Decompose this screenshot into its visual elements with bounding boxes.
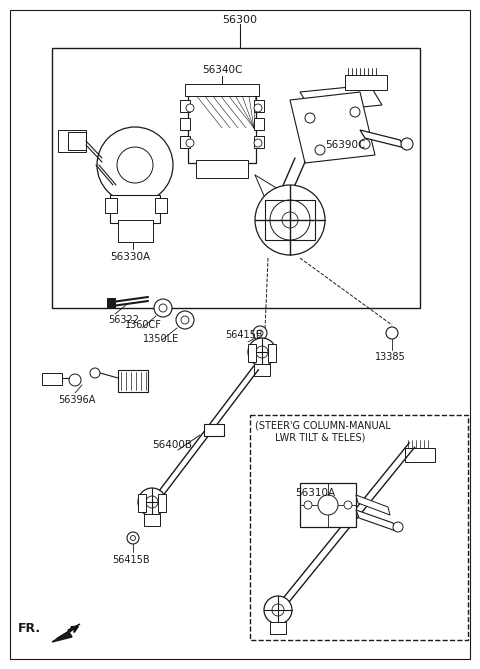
Circle shape	[318, 495, 338, 515]
Bar	[42, 373, 62, 385]
Circle shape	[69, 374, 81, 386]
Circle shape	[90, 368, 100, 378]
Polygon shape	[356, 495, 390, 515]
Bar	[107, 298, 115, 308]
Text: 56300: 56300	[223, 15, 257, 25]
Circle shape	[393, 522, 403, 532]
Bar	[345, 75, 387, 90]
Bar	[268, 344, 276, 362]
Polygon shape	[360, 130, 405, 148]
Text: 56340C: 56340C	[202, 65, 242, 75]
Circle shape	[186, 104, 194, 112]
Text: (STEER'G COLUMN-MANUAL: (STEER'G COLUMN-MANUAL	[255, 420, 391, 430]
Polygon shape	[290, 92, 375, 163]
Bar	[254, 364, 270, 376]
Circle shape	[270, 200, 310, 240]
Bar	[110, 195, 160, 223]
Circle shape	[304, 501, 312, 509]
Circle shape	[181, 316, 189, 324]
Bar	[254, 136, 264, 148]
Bar	[265, 200, 315, 240]
Circle shape	[254, 104, 262, 112]
Text: 56330A: 56330A	[110, 252, 150, 262]
Text: LWR TILT & TELES): LWR TILT & TELES)	[275, 433, 365, 443]
Circle shape	[350, 107, 360, 117]
Circle shape	[257, 330, 263, 336]
Bar	[158, 494, 166, 512]
Bar	[52, 48, 420, 308]
Circle shape	[154, 299, 172, 317]
Bar	[254, 118, 264, 130]
Circle shape	[127, 532, 139, 544]
Circle shape	[315, 145, 325, 155]
Bar	[248, 344, 256, 362]
Bar	[180, 118, 190, 130]
Circle shape	[146, 496, 158, 508]
Circle shape	[186, 139, 194, 147]
Bar	[250, 415, 468, 640]
Bar	[138, 494, 146, 512]
Bar	[196, 160, 248, 178]
Text: FR.: FR.	[18, 622, 41, 635]
Circle shape	[264, 596, 292, 624]
Bar	[185, 84, 259, 96]
Text: 1350LE: 1350LE	[143, 334, 179, 344]
Circle shape	[253, 326, 267, 340]
Bar	[105, 198, 117, 213]
Bar	[144, 514, 160, 526]
Circle shape	[344, 501, 352, 509]
Bar	[118, 220, 153, 242]
Circle shape	[248, 338, 276, 366]
Bar	[118, 370, 148, 392]
Circle shape	[138, 488, 166, 516]
Bar	[300, 483, 356, 527]
Bar	[405, 448, 435, 462]
Text: 56310A: 56310A	[295, 488, 335, 498]
Polygon shape	[276, 443, 415, 612]
Circle shape	[176, 311, 194, 329]
Circle shape	[131, 535, 135, 541]
Bar	[204, 424, 224, 436]
Circle shape	[282, 212, 298, 228]
Text: 56400B: 56400B	[152, 440, 192, 450]
Polygon shape	[52, 624, 80, 642]
Polygon shape	[160, 366, 258, 494]
Text: 56396A: 56396A	[58, 395, 96, 405]
Circle shape	[386, 327, 398, 339]
Circle shape	[360, 139, 370, 149]
Circle shape	[272, 604, 284, 616]
Circle shape	[159, 304, 167, 312]
Text: 1360CF: 1360CF	[125, 320, 162, 330]
Bar	[180, 100, 190, 112]
Text: 56390C: 56390C	[325, 140, 365, 150]
Text: 56415B: 56415B	[112, 555, 150, 565]
Text: 13385: 13385	[375, 352, 406, 362]
Bar	[270, 622, 286, 634]
Circle shape	[305, 113, 315, 123]
Bar	[188, 88, 256, 163]
Circle shape	[401, 138, 413, 150]
Circle shape	[97, 127, 173, 203]
Bar	[180, 136, 190, 148]
Bar	[58, 130, 86, 152]
Bar	[155, 198, 167, 213]
Polygon shape	[356, 510, 396, 531]
Bar	[68, 132, 86, 150]
Circle shape	[254, 139, 262, 147]
Circle shape	[117, 147, 153, 183]
Text: 56415B: 56415B	[225, 330, 263, 340]
Circle shape	[255, 185, 325, 255]
Bar	[254, 100, 264, 112]
Polygon shape	[300, 85, 382, 112]
Circle shape	[256, 346, 268, 358]
Text: 56322: 56322	[108, 315, 139, 325]
